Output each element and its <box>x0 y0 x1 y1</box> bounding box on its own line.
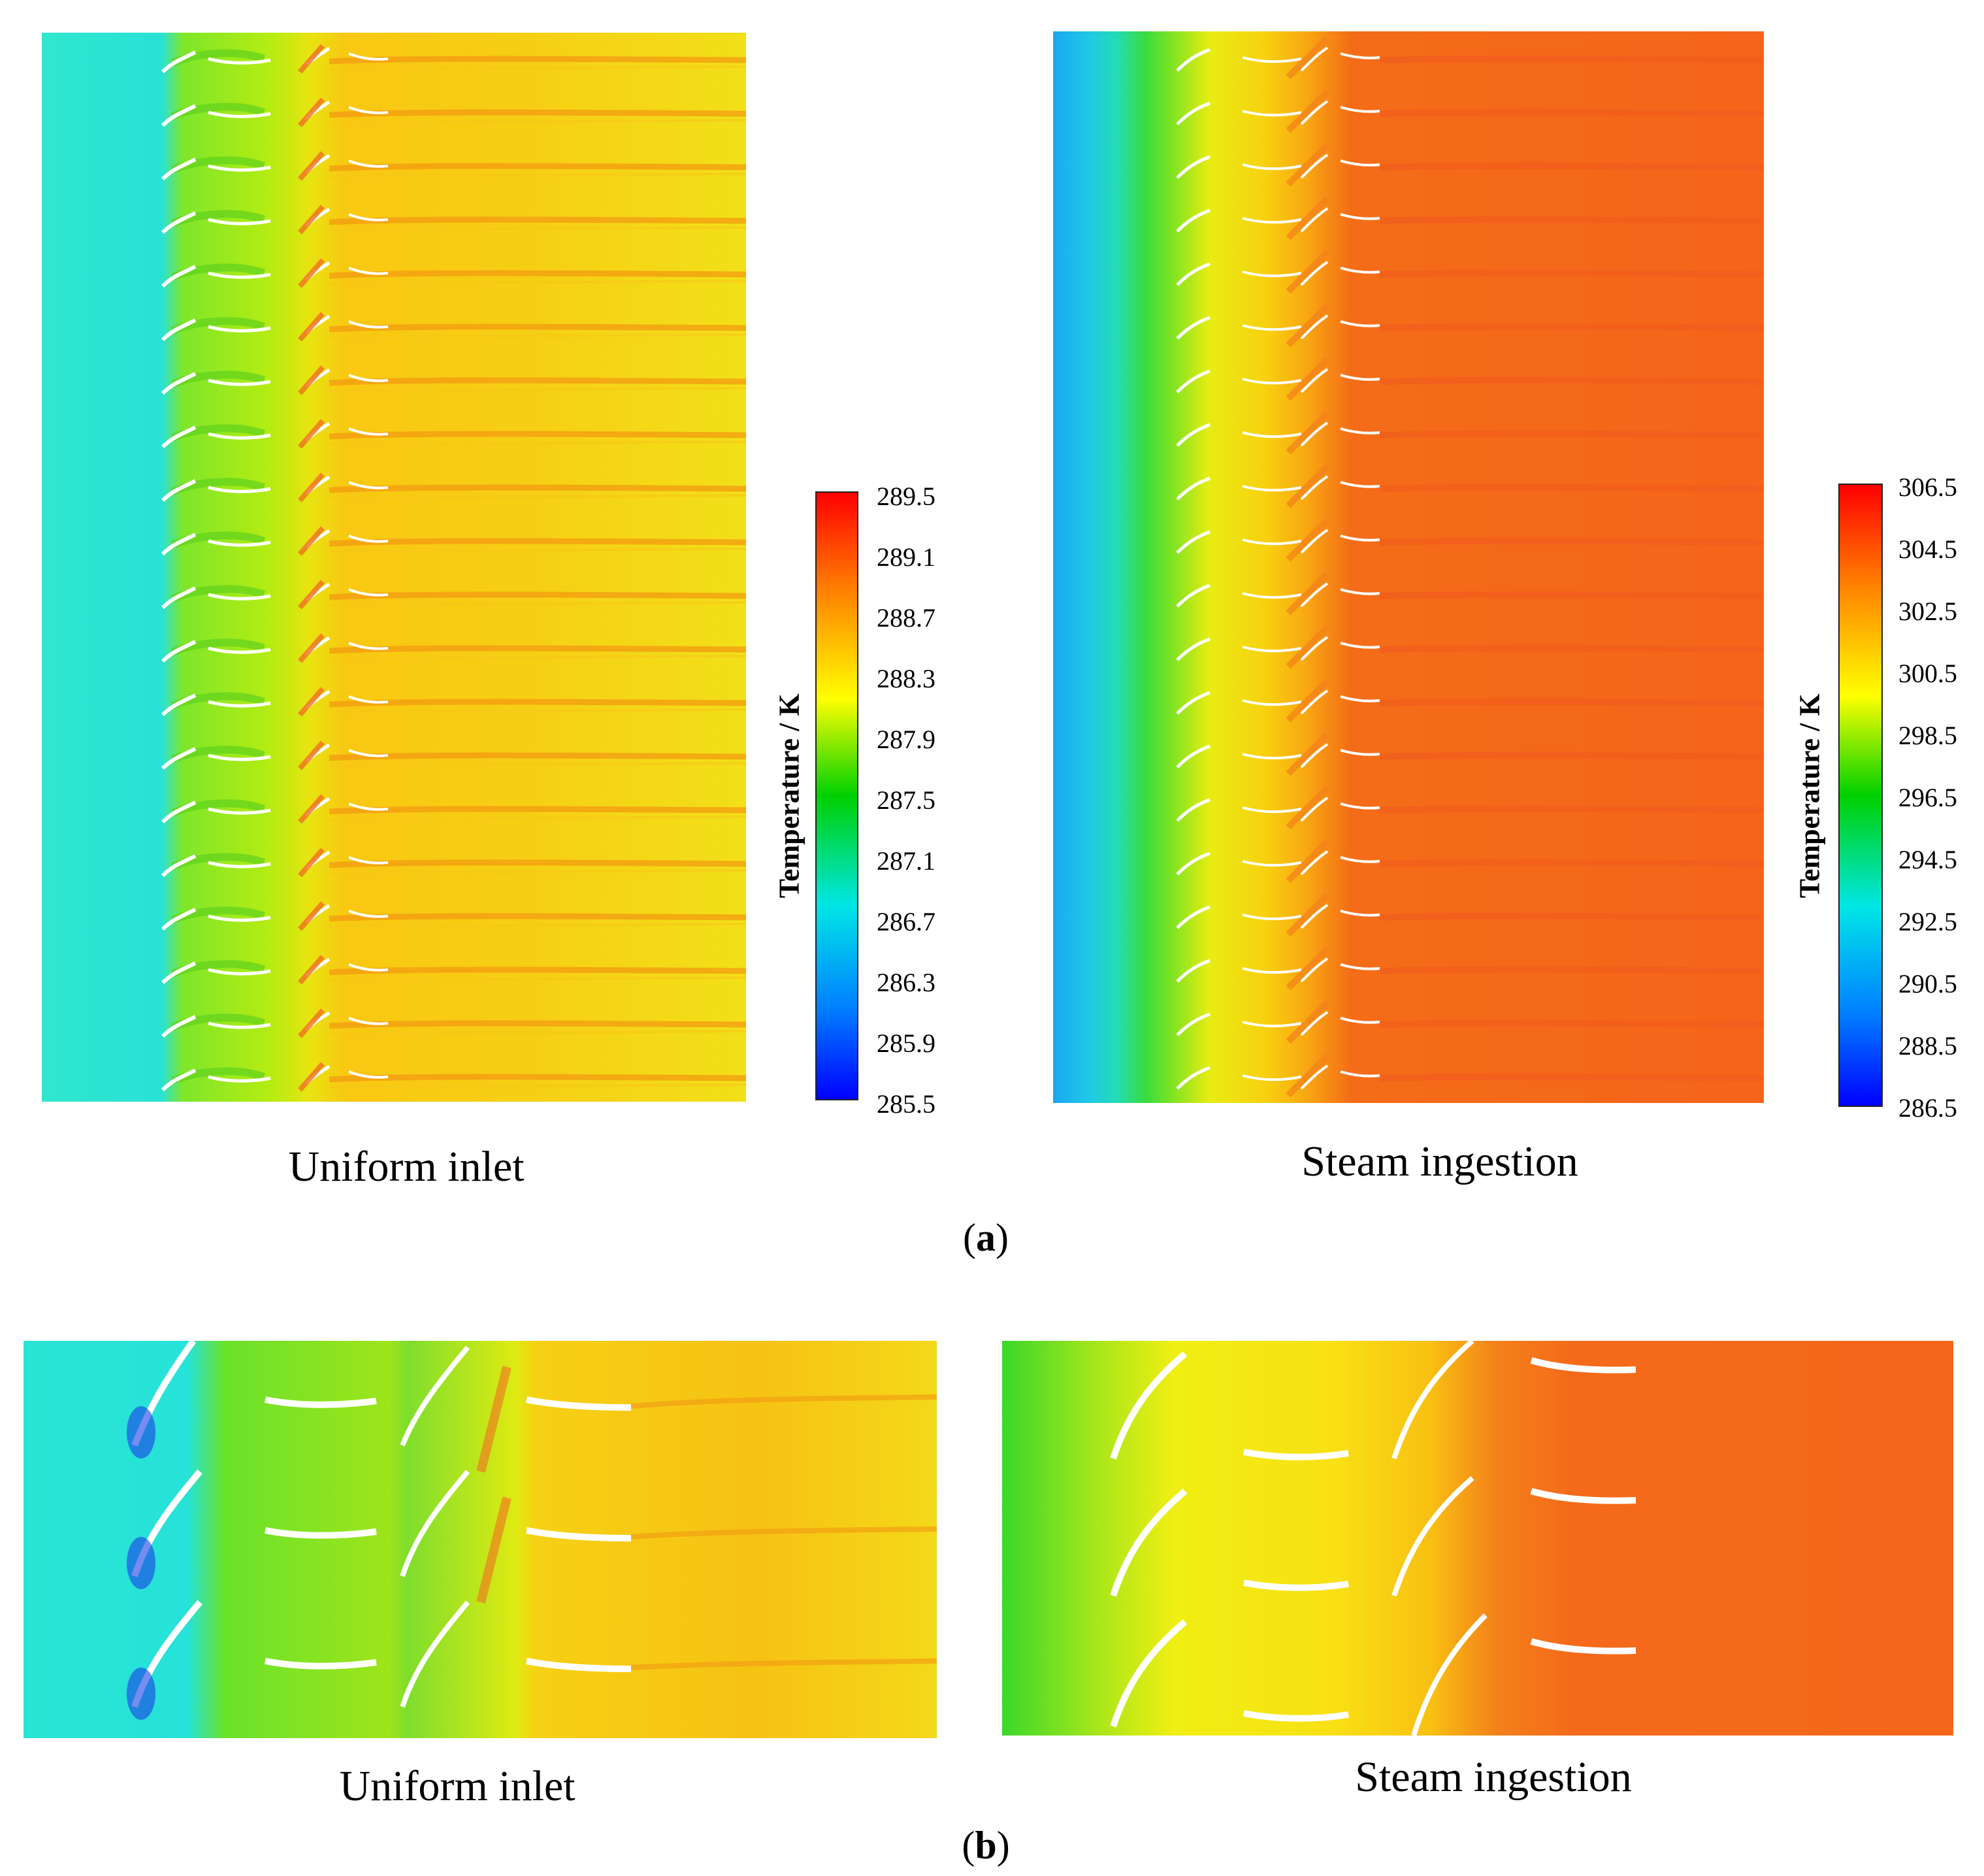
tick-label: 300.5 <box>1898 659 1957 688</box>
tick-label: 289.1 <box>877 542 935 572</box>
tick-label: 298.5 <box>1898 721 1957 750</box>
colorbar-steam-ingestion <box>1838 484 1883 1107</box>
contour-uniform-inlet-b <box>24 1341 937 1738</box>
paren-close: ) <box>996 1824 1010 1867</box>
blade-row-1 <box>1110 1351 1188 1728</box>
paren-open: ( <box>962 1824 975 1867</box>
caption-uniform-inlet-b: Uniform inlet <box>339 1762 576 1810</box>
colorbar-uniform-inlet <box>815 491 858 1100</box>
tick-label: 285.5 <box>877 1089 935 1119</box>
blade-row-3 <box>1391 1341 1488 1736</box>
contour-steam-ingestion-b <box>1002 1341 1953 1736</box>
tick-label: 290.5 <box>1898 969 1957 998</box>
letter: a <box>976 1216 996 1259</box>
tick-label: 286.3 <box>877 968 935 997</box>
tick-label: 288.5 <box>1898 1031 1957 1061</box>
tick-label: 288.7 <box>877 603 935 633</box>
tick-label: 285.9 <box>877 1029 935 1058</box>
tick-label: 292.5 <box>1898 907 1957 936</box>
tick-label: 289.5 <box>877 482 935 511</box>
subfigure-label-a: (a) <box>963 1215 1009 1260</box>
blade-row-3 <box>400 1345 512 1708</box>
letter: b <box>975 1824 997 1867</box>
tick-label: 286.5 <box>1898 1093 1957 1123</box>
blade-row-2 <box>1243 1449 1349 1722</box>
subfigure-label-b: (b) <box>962 1823 1009 1868</box>
colorbar-title-steam-ingestion: Temperature / K <box>1793 693 1826 898</box>
caption-steam-ingestion-b: Steam ingestion <box>1355 1753 1632 1801</box>
tick-label: 296.5 <box>1898 783 1957 812</box>
caption-uniform-inlet-a: Uniform inlet <box>288 1143 525 1191</box>
blade-row-4 <box>1530 1357 1636 1654</box>
tick-label: 306.5 <box>1898 472 1957 502</box>
colorbar-title-uniform-inlet: Temperature / K <box>773 693 805 898</box>
contour-steam-ingestion-a <box>1053 31 1764 1103</box>
tick-label: 294.5 <box>1898 845 1957 874</box>
blade-row-1 <box>127 1341 203 1720</box>
caption-steam-ingestion-a: Steam ingestion <box>1301 1138 1578 1185</box>
tick-label: 287.5 <box>877 785 935 815</box>
blade-row-4 <box>526 1394 937 1672</box>
tick-label: 287.9 <box>877 725 935 754</box>
paren-open: ( <box>963 1216 976 1259</box>
contour-uniform-inlet-a <box>42 33 746 1102</box>
tick-label: 288.3 <box>877 664 935 693</box>
paren-close: ) <box>996 1216 1009 1259</box>
blade-row-2 <box>265 1396 377 1670</box>
tick-label: 304.5 <box>1898 535 1957 564</box>
tick-label: 286.7 <box>877 907 935 936</box>
tick-label: 302.5 <box>1898 597 1957 626</box>
tick-label: 287.1 <box>877 846 935 876</box>
